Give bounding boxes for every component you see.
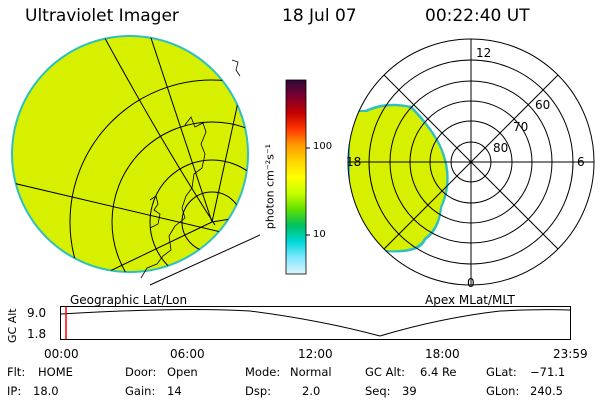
auroral-image (13, 37, 247, 271)
gain-value: 14 (167, 384, 182, 398)
altitude-plot (60, 306, 571, 340)
mlat-label-60: 60 (535, 98, 551, 112)
altitude-tick-1.8: 1.8 (27, 327, 47, 341)
altitude-tick-9: 9.0 (27, 306, 47, 320)
mode-label: Mode: (245, 365, 281, 379)
polar-grid (347, 38, 595, 286)
image-time: 00:22:40 UT (425, 6, 530, 26)
colorbar-tick-10: 10 (313, 229, 326, 240)
mlat-label-80: 80 (493, 141, 509, 155)
mlt-label-18: 18 (346, 155, 362, 169)
lat-lon-grid (12, 36, 248, 272)
mlt-label-0: 0 (467, 276, 475, 290)
colorbar (285, 79, 310, 275)
time-tick-1200: 12:00 (298, 347, 333, 361)
glon-label: GLon: (486, 384, 520, 398)
altitude-curve (60, 309, 571, 337)
glon-value: 240.5 (530, 384, 563, 398)
terminator-line (149, 234, 260, 286)
geographic-map (11, 35, 260, 286)
gain-label: Gain: (125, 384, 156, 398)
image-date: 18 Jul 07 (282, 6, 357, 26)
time-tick-2359: 23:59 (553, 347, 588, 361)
seq-value: 39 (402, 384, 417, 398)
time-tick-1800: 18:00 (425, 347, 460, 361)
dsp-label: Dsp: (245, 384, 272, 398)
flt-label: Flt: (7, 365, 26, 379)
time-tick-0000: 00:00 (44, 347, 79, 361)
seq-label: Seq: (365, 384, 391, 398)
mlt-label-12: 12 (476, 46, 492, 60)
mlat-mlt-polar-plot (347, 38, 595, 286)
instrument-title: Ultraviolet Imager (25, 6, 179, 26)
mode-value: Normal (290, 365, 332, 379)
time-tick-0600: 06:00 (170, 347, 205, 361)
right-panel-label: Apex MLat/MLT (425, 293, 515, 307)
ip-value: 18.0 (33, 384, 59, 398)
coastline-fragment (231, 59, 241, 77)
door-label: Door: (125, 365, 157, 379)
flt-value: HOME (38, 365, 73, 379)
glat-value: −71.1 (530, 365, 566, 379)
auroral-oval (350, 106, 447, 251)
ip-label: IP: (7, 384, 22, 398)
gc-alt-label: GC Alt: (365, 365, 406, 379)
colorbar-tick-100: 100 (313, 141, 333, 152)
left-panel-label: Geographic Lat/Lon (70, 293, 188, 307)
door-value: Open (167, 365, 198, 379)
mlat-label-70: 70 (513, 120, 529, 134)
altitude-axis-label: GC Alt (6, 308, 19, 343)
mlt-label-6: 6 (577, 155, 585, 169)
colorbar-unit-label: photon cm⁻²s⁻¹ (263, 143, 277, 230)
glat-label: GLat: (486, 365, 517, 379)
dsp-value: 2.0 (302, 384, 321, 398)
coastline-island (149, 195, 161, 229)
coastline (140, 116, 207, 279)
gc-alt-value: 6.4 Re (420, 365, 457, 379)
